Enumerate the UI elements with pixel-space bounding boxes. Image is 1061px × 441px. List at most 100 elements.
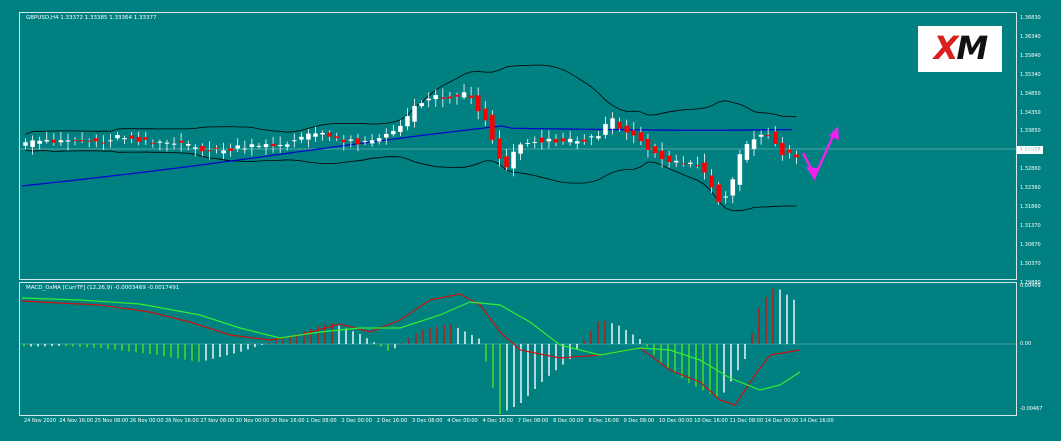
price-axis-label: 1.35840 (1020, 52, 1041, 59)
main-chart-title: GBPUSD,H4 1.33372 1.33385 1.33364 1.3337… (26, 15, 157, 21)
time-axis-label: 30 Nov 00:00 (235, 418, 270, 424)
bearish-candle (178, 140, 184, 143)
time-axis-label: 8 Dec 16:00 (588, 418, 619, 424)
bullish-candle (164, 142, 170, 144)
bullish-candle (518, 144, 523, 154)
time-axis-label: 11 Dec 08:00 (729, 418, 764, 424)
signal-line (21, 297, 801, 391)
bullish-candle (398, 125, 403, 132)
bullish-candle (723, 196, 728, 198)
bullish-candle (65, 140, 71, 142)
macd-line (21, 293, 801, 406)
time-axis-label: 4 Dec 00:00 (447, 418, 478, 424)
bearish-candle (716, 184, 721, 202)
bearish-candle (200, 145, 205, 152)
bearish-candle (447, 96, 453, 99)
bullish-candle (383, 133, 389, 138)
bullish-candle (391, 130, 396, 135)
bullish-candle (525, 143, 530, 145)
bullish-candle (299, 136, 304, 140)
bearish-candle (652, 146, 658, 154)
time-axis-label: 26 Nov 16:00 (165, 418, 199, 424)
price-axis-label: 1.34850 (1020, 90, 1041, 97)
bearish-candle (780, 142, 785, 155)
bearish-candle (440, 97, 446, 99)
last-price-tag: 1.33377 (1017, 146, 1043, 154)
time-axis-label: 7 Dec 08:00 (517, 418, 549, 424)
bearish-candle (72, 140, 78, 142)
bullish-candle (737, 154, 743, 185)
bullish-candle (221, 150, 226, 154)
bullish-candle (292, 140, 297, 142)
price-axis-label: 1.33850 (1020, 128, 1041, 135)
bullish-candle (596, 136, 601, 139)
bearish-candle (638, 132, 644, 142)
bearish-candle (772, 131, 778, 144)
time-axis-label: 14 Dec 16:00 (800, 418, 834, 424)
bullish-candle (58, 140, 64, 143)
bullish-candle (567, 138, 573, 143)
macd-panel-frame (19, 282, 1017, 416)
bullish-candle (589, 136, 594, 138)
bearish-candle (490, 114, 495, 140)
forecast-arrow (801, 126, 839, 181)
price-axis-label: 1.34350 (1020, 109, 1041, 116)
time-axis-label: 27 Nov 08:00 (200, 418, 235, 424)
moving-average-line (21, 125, 793, 187)
bullish-candle (306, 133, 311, 140)
bullish-candle (171, 143, 177, 145)
time-axis-label: 30 Nov 16:00 (270, 418, 305, 424)
price-axis-label: 1.36340 (1020, 33, 1041, 40)
price-axis-label: 1.36830 (1020, 15, 1041, 21)
bearish-candle (560, 138, 566, 142)
time-axis-label: 9 Dec 08:00 (623, 418, 655, 424)
bullish-candle (412, 105, 417, 122)
bullish-candle (369, 140, 375, 144)
xm-logo-letter: M (956, 29, 988, 67)
time-axis-label: 14 Dec 00:00 (764, 418, 799, 424)
bullish-candle (256, 145, 262, 147)
bearish-candle (483, 108, 488, 121)
bullish-candle (348, 139, 354, 141)
bearish-candle (645, 138, 651, 150)
bullish-candle (730, 179, 736, 196)
bearish-candle (504, 156, 509, 168)
bullish-candle (362, 141, 368, 143)
bearish-candle (631, 130, 637, 136)
bearish-candle (475, 95, 481, 112)
bullish-candle (242, 148, 248, 150)
price-axis-label: 1.30870 (1020, 241, 1041, 248)
bearish-candle (136, 137, 141, 142)
bullish-candle (284, 144, 290, 147)
bearish-candle (553, 138, 559, 143)
bullish-candle (115, 134, 120, 139)
bearish-candle (355, 138, 361, 145)
bearish-candle (270, 143, 276, 147)
bearish-candle (94, 138, 99, 142)
bullish-candle (574, 141, 580, 144)
bearish-candle (468, 95, 474, 99)
bullish-candle (44, 139, 50, 142)
time-axis-label: 26 Nov 00:00 (129, 418, 164, 424)
bearish-candle (334, 136, 339, 139)
main-panel-frame (19, 12, 1017, 280)
price-axis-label: 1.31370 (1020, 222, 1041, 229)
bullish-candle (193, 147, 198, 149)
time-axis-label: 24 Nov 2020 (24, 418, 57, 424)
price-axis-label: 1.32860 (1020, 166, 1041, 173)
price-axis-label: 1.30370 (1020, 260, 1041, 267)
macd-indicator-title: MACD_OsMA [CurrTF] (12,26,9) -0.0003469 … (26, 285, 180, 291)
lower-bollinger-band (25, 149, 797, 212)
bullish-candle (277, 145, 283, 147)
bullish-candle (405, 116, 410, 127)
bullish-candle (744, 144, 750, 160)
bullish-candle (263, 144, 269, 148)
bullish-candle (433, 94, 439, 100)
bearish-candle (765, 135, 771, 137)
bullish-candle (603, 124, 608, 135)
bearish-candle (794, 154, 799, 158)
bullish-candle (461, 92, 467, 98)
bullish-candle (157, 141, 163, 143)
